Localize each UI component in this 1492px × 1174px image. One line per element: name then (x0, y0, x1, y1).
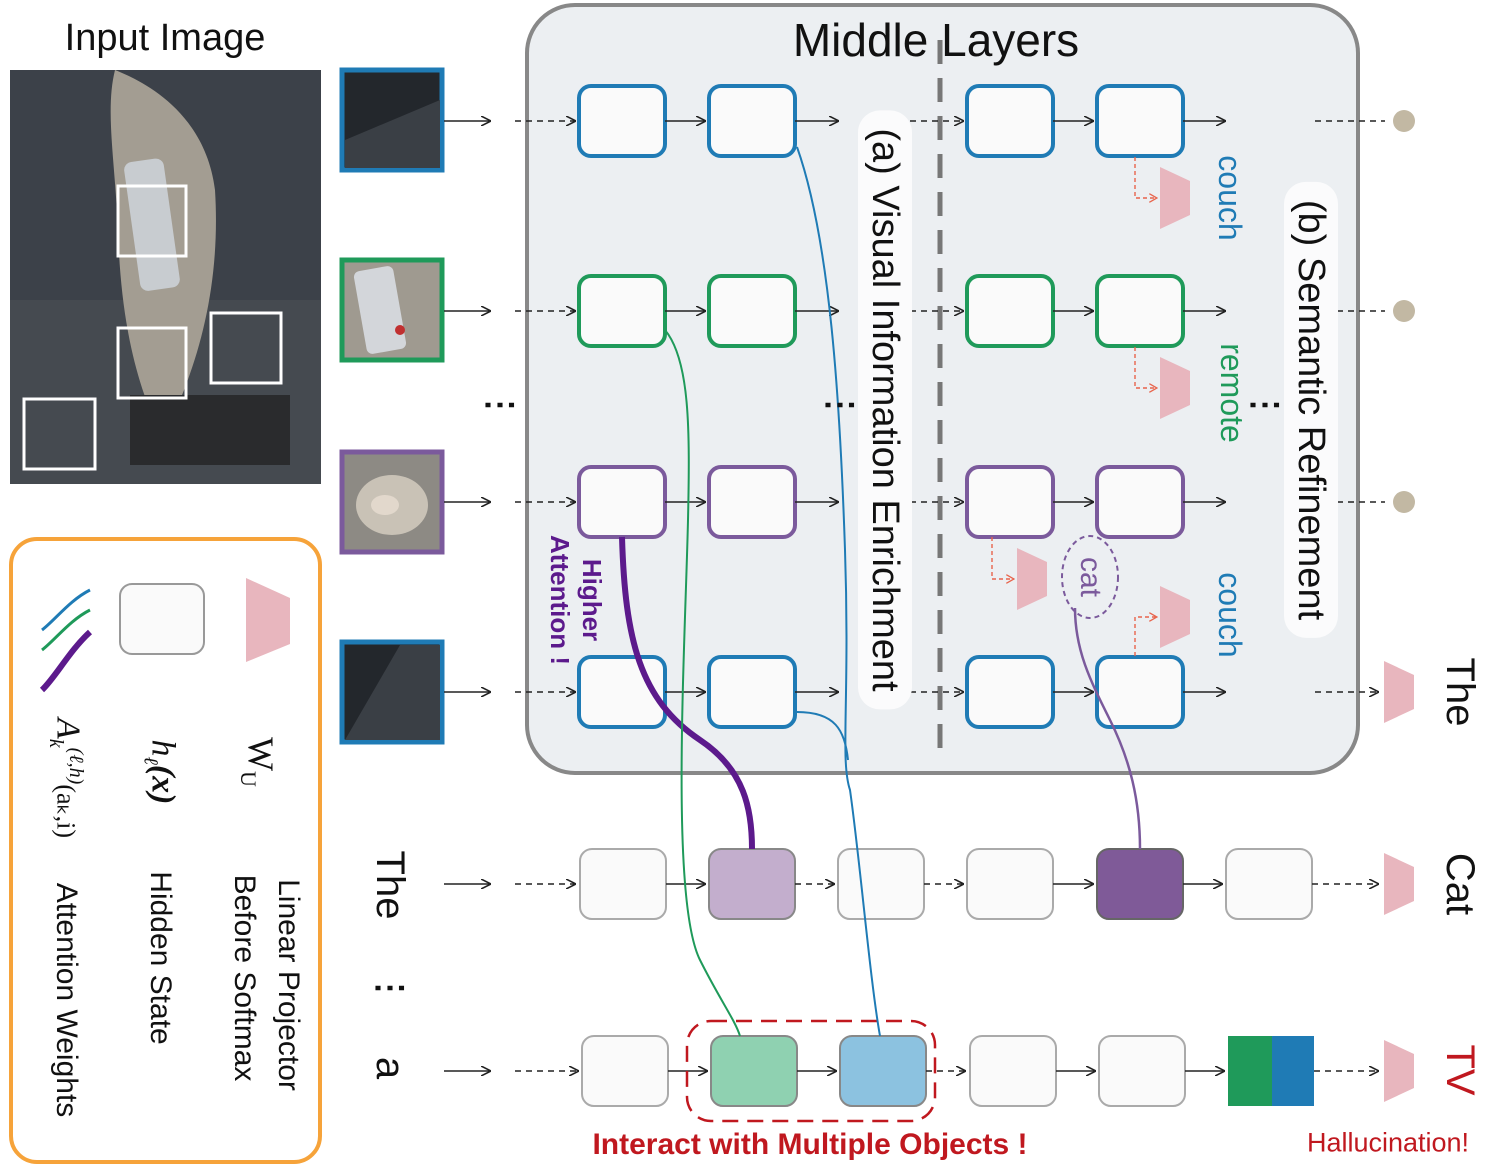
interact-label: Interact with Multiple Objects ! (592, 1128, 1028, 1161)
text-token-the: The (368, 850, 412, 920)
text-hidden-the-2 (708, 848, 796, 920)
patch-cat (339, 449, 445, 555)
projector-cat (1017, 548, 1047, 610)
text-hidden-a-1 (581, 1035, 669, 1107)
hidden-state-couch-bottom-3 (965, 655, 1055, 729)
hidden-state-cat-2 (707, 465, 797, 539)
input-image (10, 70, 321, 484)
legend-hidden-symbol: hℓ(x) (140, 739, 182, 805)
legend-box (9, 537, 322, 1164)
text-hidden-a-3 (839, 1035, 927, 1107)
crop-box-cat (116, 326, 188, 400)
hidden-state-couch-bottom-4 (1095, 655, 1185, 729)
hidden-state-couch-top-2 (707, 84, 797, 158)
text-hidden-the-4 (966, 848, 1054, 920)
hidden-state-couch-top-1 (577, 84, 667, 158)
patch-couch-top (339, 67, 445, 173)
patch-couch-bottom (339, 639, 445, 745)
text-token-ellipsis: ⋮ (371, 971, 409, 1005)
legend-projector-symbol-sub: U (235, 771, 261, 787)
legend-hidden-symbol-h: h (144, 739, 182, 757)
tap-cat (991, 537, 1014, 579)
legend-hidden-symbol-arg: (x) (144, 764, 182, 805)
text-hidden-a-6-green (1228, 1036, 1272, 1106)
multi-object-highlight (685, 1019, 937, 1123)
text-hidden-the-5 (1096, 848, 1184, 920)
semantic-word-couch-bottom: couch (1212, 572, 1248, 658)
semantic-word-couch-top: couch (1212, 155, 1248, 241)
attention-curve-cat-strong (619, 536, 755, 850)
legend-attn-desc: Attention Weights (50, 882, 83, 1118)
legend-projector-desc-2: Before Softmax (228, 874, 261, 1082)
crop-box-couch-1 (209, 311, 283, 385)
text-hidden-the-3 (837, 848, 925, 920)
row-ellipsis-mid: ⋮ (821, 388, 859, 422)
projector-output-tv (1384, 1040, 1414, 1102)
legend-attn-symbol: Ak(ℓ,h)(aₖ,i) (44, 718, 88, 838)
legend-attn-symbol-a: A (49, 718, 87, 739)
crop-box-couch-2 (22, 397, 97, 471)
legend-attn-symbol-sup: (ℓ,h) (65, 747, 88, 785)
text-hidden-a-2 (710, 1035, 798, 1107)
token-dot-remote (1393, 300, 1415, 322)
projector-couch-top (1160, 167, 1190, 229)
higher-attention-line1: Higher (577, 558, 607, 642)
patch-remote (339, 257, 445, 363)
legend-hidden-desc: Hidden State (144, 871, 177, 1045)
hidden-state-remote-4 (1095, 274, 1185, 348)
hidden-state-remote-2 (707, 274, 797, 348)
higher-attention-line2: Attention ! (545, 535, 575, 665)
token-dot-couch-top (1393, 110, 1415, 132)
legend-projector-symbol-w: W (241, 737, 282, 772)
attention-curve-couch-top (796, 146, 881, 1037)
legend-attn-symbol-sub: k (44, 738, 67, 748)
legend-projector-symbol: WU (235, 737, 282, 787)
input-image-label: Input Image (64, 17, 266, 59)
hidden-state-couch-top-3 (965, 84, 1055, 158)
projector-output-cat (1384, 853, 1414, 915)
text-hidden-a-5 (1098, 1035, 1186, 1107)
text-token-a: a (368, 1056, 412, 1080)
output-cat: Cat (1438, 852, 1482, 916)
output-the: The (1438, 657, 1482, 727)
cat-word-ellipse (1061, 535, 1119, 619)
semantic-word-cat: cat (1074, 556, 1107, 598)
hidden-state-couch-bottom-2 (707, 655, 797, 729)
legend-projector-icon (246, 578, 290, 662)
phase-a-label: (a) Visual Information Enrichment (858, 110, 912, 710)
projector-remote (1160, 357, 1190, 419)
hallucination-label: Hallucination! (1306, 1127, 1470, 1158)
title-middle-layers: Middle Layers (792, 14, 1080, 66)
hidden-state-cat-1 (577, 465, 667, 539)
semantic-word-remote: remote (1214, 343, 1250, 443)
legend-projector-desc-1: Linear Projector (272, 879, 305, 1091)
crop-box-remote (116, 184, 188, 258)
attention-curve-cat-word (1073, 607, 1142, 850)
hidden-state-cat-3 (965, 465, 1055, 539)
phase-b-label: (b) Semantic Refinement (1284, 181, 1338, 639)
row-ellipsis-right: ⋮ (1246, 388, 1284, 422)
text-hidden-the-6 (1225, 848, 1313, 920)
attention-curve-remote (664, 329, 741, 1037)
tap-couch-bottom (1134, 617, 1157, 656)
text-hidden-the-1 (579, 848, 667, 920)
hidden-state-remote-3 (965, 274, 1055, 348)
projector-output-couch-bottom (1384, 661, 1414, 723)
legend-attention-curves-icon (39, 588, 93, 693)
legend-hidden-state-icon (119, 583, 205, 655)
text-hidden-a-6-blue (1272, 1036, 1314, 1106)
row-ellipsis-left: ⋮ (481, 388, 519, 422)
hidden-state-cat-4 (1095, 465, 1185, 539)
token-dot-cat (1393, 491, 1415, 513)
output-tv: TV (1438, 1044, 1482, 1096)
hidden-state-couch-top-4 (1095, 84, 1185, 158)
hidden-state-remote-1 (577, 274, 667, 348)
text-hidden-a-4 (969, 1035, 1057, 1107)
projector-couch-bottom (1160, 586, 1190, 648)
legend-attn-symbol-arg: (aₖ,i) (51, 784, 81, 838)
attention-curve-couch-bottom (796, 711, 849, 761)
